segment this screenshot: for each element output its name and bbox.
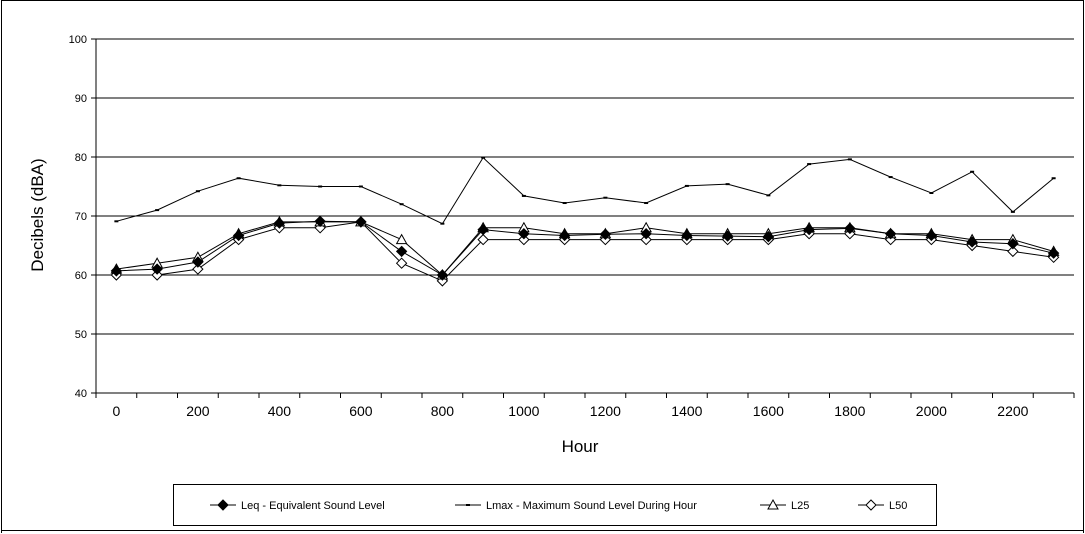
- data-point-leq: [1047, 247, 1060, 259]
- data-point-l50: [395, 257, 408, 269]
- data-point-leq: [273, 217, 286, 229]
- data-point-leq: [110, 265, 123, 277]
- series-group: [110, 156, 1060, 287]
- x-tick-label: 0: [112, 403, 120, 419]
- x-tick-label: 400: [268, 403, 292, 419]
- legend-label: Leq - Equivalent Sound Level: [241, 500, 385, 512]
- chart-frame-bottom-edge: [1, 530, 1084, 531]
- data-point-leq: [151, 263, 163, 275]
- data-point-leq: [395, 245, 408, 258]
- data-point-leq: [803, 223, 815, 236]
- data-point-leq: [314, 215, 326, 228]
- data-point-l50: [151, 269, 163, 281]
- x-tick-label: 800: [431, 403, 455, 419]
- data-point-leq: [844, 222, 856, 235]
- data-point-l50: [640, 233, 652, 246]
- data-point-leq: [518, 227, 530, 240]
- x-tick-label: 1400: [671, 403, 702, 419]
- legend-marker: [865, 499, 877, 511]
- x-tick-label: 200: [186, 403, 210, 419]
- gridlines: [96, 38, 1074, 335]
- x-tick-label: 1200: [590, 403, 621, 419]
- y-tick-label: 50: [75, 329, 87, 341]
- legend-label: L25: [791, 500, 809, 512]
- x-tick-label: 1600: [753, 403, 784, 419]
- data-point-leq: [884, 227, 897, 240]
- y-axis-label: Decibels (dBA): [28, 158, 47, 271]
- y-tick-label: 70: [75, 211, 87, 223]
- data-point-leq: [1007, 238, 1019, 250]
- data-point-l50: [477, 233, 489, 246]
- y-tick-label: 40: [75, 388, 87, 400]
- x-tick-label: 2200: [997, 403, 1028, 419]
- data-point-leq: [762, 230, 775, 243]
- legend: Leq - Equivalent Sound Level Lmax - Maxim…: [210, 498, 907, 512]
- data-point-leq: [355, 216, 367, 228]
- data-point-leq: [558, 229, 571, 242]
- x-tick-label: 600: [349, 403, 373, 419]
- data-point-leq: [477, 223, 489, 236]
- data-point-leq: [640, 227, 652, 240]
- legend-box: [173, 484, 937, 526]
- data-point-l50: [518, 233, 530, 246]
- data-point-leq: [232, 229, 245, 242]
- series-line-l50: [116, 221, 1054, 282]
- data-point-leq: [966, 236, 978, 248]
- data-point-leq: [599, 228, 612, 240]
- data-point-l50: [1007, 245, 1019, 258]
- legend-label: L50: [889, 500, 907, 512]
- y-tick-label: 60: [75, 270, 87, 282]
- x-tick-label: 1800: [834, 403, 865, 419]
- data-point-l25: [395, 233, 408, 245]
- x-tick-label: 1000: [508, 403, 539, 419]
- data-point-l50: [192, 263, 204, 275]
- x-tick-label: 2000: [916, 403, 947, 419]
- series-line-lmax: [116, 156, 1054, 225]
- y-tick-label: 100: [69, 34, 87, 46]
- x-axis-label: Hour: [562, 437, 599, 456]
- legend-marker: [217, 499, 229, 511]
- y-tick-label: 80: [75, 152, 87, 164]
- data-point-leq: [925, 229, 938, 242]
- data-point-leq: [721, 230, 734, 242]
- y-tick-label: 90: [75, 93, 87, 105]
- legend-marker: [767, 498, 779, 510]
- data-point-leq: [192, 256, 204, 268]
- data-point-leq: [436, 269, 449, 281]
- data-point-leq: [681, 229, 693, 242]
- legend-label: Lmax - Maximum Sound Level During Hour: [486, 500, 697, 512]
- series-line-leq: [116, 220, 1054, 276]
